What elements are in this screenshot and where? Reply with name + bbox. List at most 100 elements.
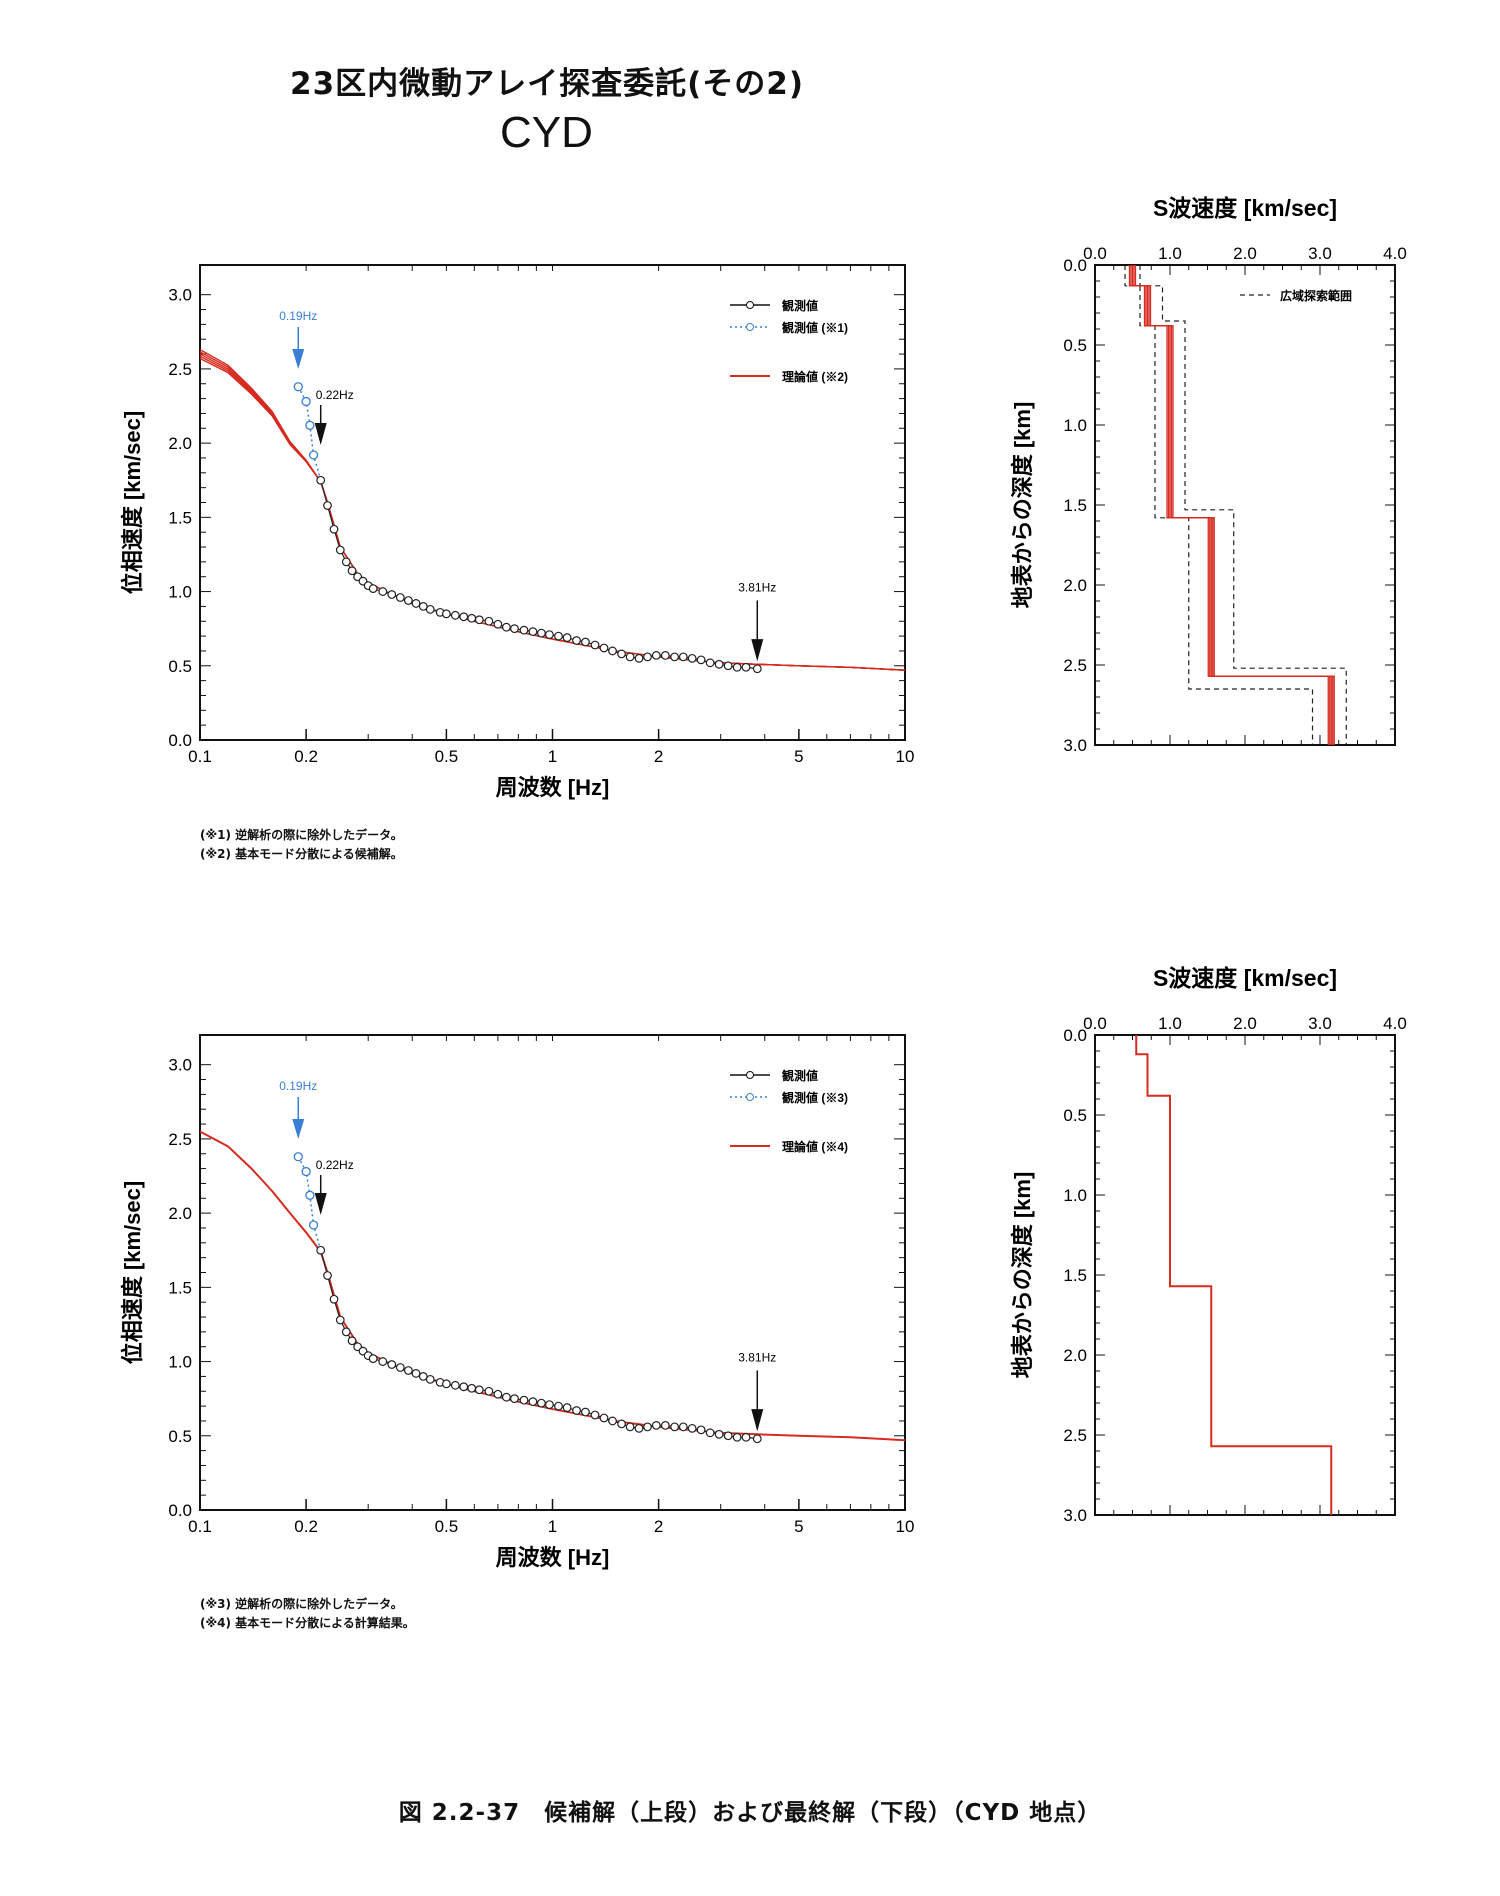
observed-data-point xyxy=(752,664,762,674)
dispersion-chart-bottom: 0.1 0.2 0.5 1 2 5 10 0.0 0.5 1.0 1.5 2.0 2.5 3.0 周波数 [… xyxy=(120,1034,915,1570)
observed-data-point xyxy=(562,633,572,642)
profile-title: S波速度 [km/sec] xyxy=(1153,965,1337,991)
vs-profile-chart-bottom: S波速度 [km/sec] 0.0 1.0 2.0 3.0 4.0 0.0 0.5 1.0 1.5… xyxy=(1010,965,1407,1525)
excluded-data-point xyxy=(305,1190,315,1200)
y-tick-label: 0.0 xyxy=(1063,256,1087,275)
y-tick-label: 0.5 xyxy=(1063,336,1087,355)
x-tick-label: 0.0 xyxy=(1083,1014,1107,1033)
observed-data-point xyxy=(714,659,724,669)
observed-data-point xyxy=(323,501,332,510)
y-tick-label: 2.0 xyxy=(1063,576,1087,595)
observed-data-point xyxy=(670,1422,679,1432)
observed-data-point xyxy=(554,1401,563,1411)
x-tick-label: 4.0 xyxy=(1383,244,1407,263)
observed-data-point xyxy=(634,1423,644,1433)
annotation-arrowhead xyxy=(751,639,764,662)
observed-data-point xyxy=(723,1431,733,1441)
observed-data-point xyxy=(335,1315,345,1325)
excluded-data-point xyxy=(308,450,319,460)
y-tick-label: 1.5 xyxy=(168,1278,192,1297)
observed-data-point xyxy=(441,1379,451,1389)
y-tick-label: 3.0 xyxy=(1063,736,1087,755)
observed-data-point xyxy=(341,1327,351,1337)
observed-data-point xyxy=(519,1395,529,1405)
observed-data-point xyxy=(572,1406,581,1415)
observed-data-point xyxy=(625,652,635,662)
observed-data-point xyxy=(643,1422,652,1432)
observed-data-point xyxy=(590,1410,600,1420)
y-tick-label: 1.5 xyxy=(168,508,192,527)
observed-data-point xyxy=(378,587,388,596)
y-tick-label: 0.0 xyxy=(168,731,192,750)
observed-data-point xyxy=(484,616,494,626)
y-tick-label: 2.5 xyxy=(1063,656,1087,675)
annotation-label: 0.22Hz xyxy=(316,388,354,402)
y-tick-label: 1.5 xyxy=(1063,496,1087,515)
legend-label: 観測値 (※3) xyxy=(782,1090,848,1105)
observed-data-point xyxy=(329,1294,339,1304)
y-tick-label: 2.5 xyxy=(168,1130,192,1149)
observed-data-line xyxy=(320,1250,758,1440)
legend-label: 観測値 xyxy=(782,1068,818,1083)
dispersion-chart-top: 0.1 0.2 0.5 1 2 5 10 0.0 0.5 1.0 1.5 2.0 2.5 3.0 周波数 [… xyxy=(120,264,914,800)
x-axis-label: 周波数 [Hz] xyxy=(496,775,610,800)
footnote: (※2) 基本モード分散による候補解。 xyxy=(200,847,403,861)
observed-data-point xyxy=(651,650,661,660)
excluded-data-point xyxy=(293,1152,303,1162)
x-tick-label: 2 xyxy=(654,747,663,766)
x-tick-label: 1.0 xyxy=(1158,1014,1182,1033)
x-tick-label: 2.0 xyxy=(1233,244,1257,263)
footnote: (※4) 基本モード分散による計算結果。 xyxy=(200,1616,415,1630)
legend-marker-observed xyxy=(746,301,754,309)
legend-label: 理論値 (※2) xyxy=(782,369,848,384)
x-tick-label: 0.1 xyxy=(188,747,212,766)
excluded-data-point xyxy=(293,382,303,392)
x-tick-label: 0.2 xyxy=(294,747,318,766)
observed-data-point xyxy=(705,1428,715,1438)
observed-data-point xyxy=(536,1398,546,1408)
observed-data-point xyxy=(732,1432,742,1442)
y-tick-label: 0.5 xyxy=(1063,1106,1087,1125)
search-range-line xyxy=(1139,265,1347,745)
observed-data-point xyxy=(425,604,435,614)
observed-data-point xyxy=(572,636,581,645)
annotation-arrowhead xyxy=(292,1119,305,1139)
observed-data-point xyxy=(643,652,652,662)
plot-frame xyxy=(199,264,906,741)
y-tick-label: 3.0 xyxy=(1063,1506,1087,1525)
candidate-profile-line xyxy=(1131,265,1332,745)
annotation-label: 0.22Hz xyxy=(316,1158,354,1172)
vs-profile-chart-top: S波速度 [km/sec] 0.0 1.0 2.0 3.0 4.0 0.0 0.5 1.0 1.5… xyxy=(1010,195,1407,755)
x-tick-label: 0.5 xyxy=(435,747,459,766)
observed-data-point xyxy=(493,619,503,629)
observed-data-point xyxy=(696,1425,706,1435)
observed-data-point xyxy=(581,637,590,647)
observed-data-point xyxy=(368,584,378,593)
observed-data-point xyxy=(335,545,345,555)
observed-data-point xyxy=(493,1389,503,1399)
legend-label: 理論値 (※4) xyxy=(782,1139,848,1154)
footnote: (※3) 逆解析の際に除外したデータ。 xyxy=(200,1597,403,1611)
observed-data-point xyxy=(459,1382,469,1392)
x-tick-label: 5 xyxy=(794,1517,803,1536)
observed-data-point xyxy=(732,662,742,672)
observed-data-point xyxy=(625,1422,635,1432)
observed-data-point xyxy=(316,1245,326,1255)
observed-data-point xyxy=(617,649,626,659)
x-tick-label: 10 xyxy=(896,1517,915,1536)
candidate-profile-line xyxy=(1128,265,1329,745)
observed-data-point xyxy=(599,643,609,653)
y-tick-label: 1.5 xyxy=(1063,1266,1087,1285)
observed-data-point xyxy=(608,646,617,656)
observed-data-point xyxy=(678,1422,688,1432)
y-tick-label: 0.5 xyxy=(168,1427,192,1446)
observed-data-point xyxy=(510,624,519,634)
annotation-label: 3.81Hz xyxy=(738,581,776,595)
observed-data-line xyxy=(320,480,758,670)
plot-frame xyxy=(1094,1034,1396,1516)
observed-data-point xyxy=(450,1380,460,1390)
excluded-data-point xyxy=(301,396,311,407)
observed-data-point xyxy=(467,1383,477,1393)
annotation-label: 3.81Hz xyxy=(738,1351,776,1365)
y-tick-label: 2.0 xyxy=(168,434,192,453)
